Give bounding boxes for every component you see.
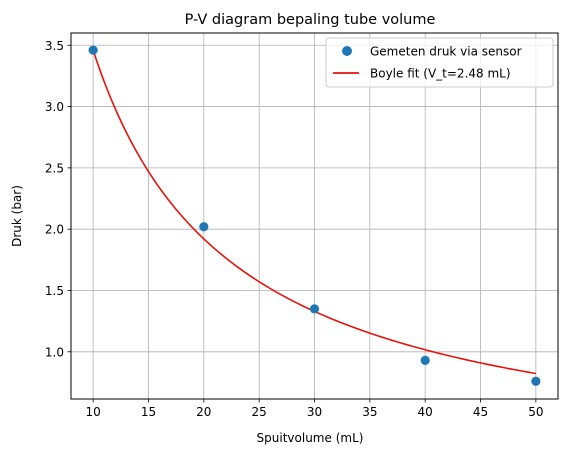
data-point xyxy=(420,355,430,365)
y-tick-label: 3.5 xyxy=(45,39,64,53)
legend-label-scatter: Gemeten druk via sensor xyxy=(370,45,522,59)
y-tick-label: 1.0 xyxy=(45,345,64,359)
legend-box xyxy=(325,37,554,88)
x-tick-label: 15 xyxy=(141,405,156,419)
scatter-points xyxy=(88,45,541,386)
data-point xyxy=(531,376,541,386)
y-tick-label: 3.0 xyxy=(45,100,64,114)
y-ticks: 1.0 1.5 2.0 2.5 3.0 3.5 xyxy=(45,39,71,359)
y-tick-label: 2.0 xyxy=(45,223,64,237)
x-tick-label: 10 xyxy=(85,405,100,419)
x-tick-label: 20 xyxy=(196,405,211,419)
x-tick-label: 50 xyxy=(528,405,543,419)
data-point xyxy=(199,222,209,232)
x-ticks: 10 15 20 25 30 35 40 45 50 xyxy=(85,399,544,419)
x-tick-label: 30 xyxy=(307,405,322,419)
grid xyxy=(71,33,558,399)
x-tick-label: 45 xyxy=(473,405,488,419)
data-point xyxy=(309,304,320,314)
y-tick-label: 2.5 xyxy=(45,161,64,175)
legend: Gemeten druk via sensor Boyle fit (V_t=2… xyxy=(325,37,554,88)
x-tick-label: 35 xyxy=(362,405,377,419)
legend-label-fit: Boyle fit (V_t=2.48 mL) xyxy=(370,67,511,81)
data-point xyxy=(88,45,98,55)
chart-title: P-V diagram bepaling tube volume xyxy=(185,12,436,28)
x-axis-label: Spuitvolume (mL) xyxy=(257,431,364,445)
legend-scatter-marker xyxy=(342,46,352,56)
x-tick-label: 25 xyxy=(252,405,267,419)
y-tick-label: 1.5 xyxy=(45,284,64,298)
y-axis-label: Druk (bar) xyxy=(10,185,24,247)
x-tick-label: 40 xyxy=(418,405,433,419)
